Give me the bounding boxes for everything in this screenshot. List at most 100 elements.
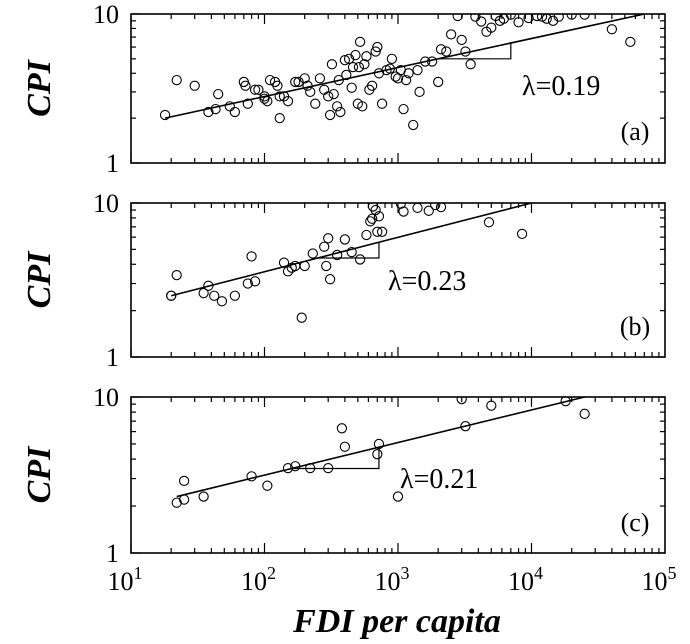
data-point <box>392 491 404 502</box>
x-tick-label: 101 <box>108 563 143 596</box>
x-tick-label: 102 <box>241 563 276 596</box>
data-point <box>293 76 304 88</box>
data-point <box>203 280 214 291</box>
slope-annotation: λ=0.21 <box>400 464 478 495</box>
data-point <box>486 22 497 33</box>
data-point <box>370 204 381 216</box>
data-point <box>505 14 516 20</box>
data-point <box>398 103 409 115</box>
data-point <box>331 101 343 112</box>
data-point <box>553 14 564 22</box>
data-point <box>290 260 301 272</box>
data-point <box>264 74 276 86</box>
data-point <box>465 59 476 70</box>
data-point <box>343 53 355 65</box>
data-point <box>579 408 590 419</box>
data-point <box>299 73 310 84</box>
y-tick-label: 1 <box>106 343 119 372</box>
data-point <box>249 276 261 287</box>
data-point <box>370 46 381 57</box>
data-point <box>178 475 190 487</box>
data-point <box>242 98 253 109</box>
data-point <box>412 64 423 76</box>
data-point <box>354 36 366 48</box>
data-point <box>326 59 338 70</box>
data-point <box>290 76 301 88</box>
data-point <box>305 86 316 98</box>
data-point <box>460 46 471 57</box>
fit-line <box>164 13 645 119</box>
data-point <box>373 438 385 450</box>
data-point <box>333 74 344 86</box>
data-point <box>433 76 444 88</box>
data-point <box>242 278 253 289</box>
data-point <box>307 248 318 259</box>
data-point <box>319 84 330 95</box>
data-point <box>376 98 388 109</box>
data-point <box>324 274 336 285</box>
data-point <box>456 34 467 46</box>
data-point <box>350 49 361 61</box>
slope-triangle <box>438 43 512 60</box>
data-point <box>395 203 406 209</box>
x-tick-label: 105 <box>642 563 677 596</box>
data-point <box>354 254 366 265</box>
data-point <box>373 211 385 222</box>
data-point <box>346 246 357 258</box>
panel-label: (c) <box>621 508 650 537</box>
y-tick-label: 1 <box>106 539 119 568</box>
data-point <box>321 260 332 272</box>
data-point <box>282 96 294 107</box>
data-points <box>171 397 590 508</box>
panel-2: 1 10 CPI λ=0.21 (c) 101 102 103 104 105 <box>21 383 677 596</box>
data-point <box>361 51 372 62</box>
slope-triangle <box>317 242 380 259</box>
data-point <box>423 205 434 216</box>
data-point <box>290 461 301 472</box>
data-point <box>159 109 171 121</box>
fit-line <box>176 396 585 498</box>
panel-label: (b) <box>620 312 650 341</box>
data-point <box>203 106 214 118</box>
data-point <box>606 24 618 35</box>
data-point <box>541 14 552 24</box>
data-point <box>435 44 447 55</box>
data-point <box>299 260 310 272</box>
panel-1: 1 10 CPI λ=0.23 (b) <box>21 189 675 372</box>
data-point <box>262 480 273 491</box>
data-point <box>282 462 294 474</box>
data-point <box>390 71 401 82</box>
plot-frame <box>130 396 666 554</box>
data-point <box>216 296 228 307</box>
data-point <box>328 88 339 100</box>
data-point <box>398 206 409 217</box>
data-point <box>259 93 270 104</box>
data-point <box>262 96 273 107</box>
y-tick-label: 10 <box>93 189 119 218</box>
data-point <box>400 74 412 86</box>
data-point <box>323 462 334 474</box>
data-point <box>460 421 471 432</box>
data-point <box>171 497 182 508</box>
data-point <box>302 80 313 91</box>
data-point <box>361 229 372 241</box>
data-point <box>367 203 379 212</box>
data-point <box>666 207 675 216</box>
data-point <box>357 101 368 112</box>
panel-label: (a) <box>621 117 650 146</box>
fit-line <box>170 202 532 297</box>
data-point <box>441 46 452 57</box>
slope-triangle <box>291 447 380 470</box>
data-point <box>310 98 321 109</box>
data-point <box>224 101 235 112</box>
x-axis-label: FDI per capita <box>292 603 501 640</box>
data-point <box>229 290 241 301</box>
data-point <box>336 423 348 434</box>
data-point <box>319 241 330 252</box>
data-point <box>476 16 487 27</box>
data-point <box>246 471 257 482</box>
data-point <box>486 400 497 411</box>
data-point <box>335 106 346 118</box>
data-point <box>246 251 257 262</box>
data-point <box>171 74 182 86</box>
